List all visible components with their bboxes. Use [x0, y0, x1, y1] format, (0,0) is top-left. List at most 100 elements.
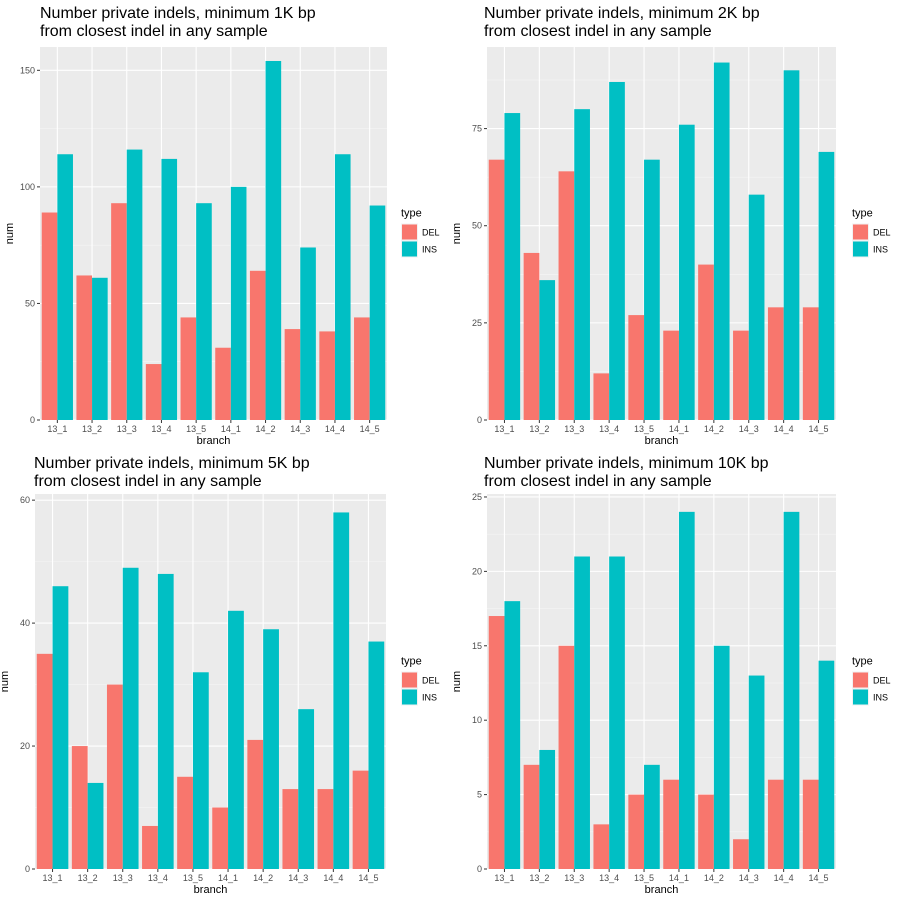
bar-ins-14_2[interactable]	[263, 629, 279, 869]
legend-title: type	[852, 208, 873, 220]
bar-ins-14_1[interactable]	[678, 511, 695, 869]
bar-ins-13_1[interactable]	[504, 601, 521, 869]
bar-del-14_2[interactable]	[698, 794, 714, 869]
bar-del-13_3[interactable]	[111, 203, 127, 420]
bar-del-14_5[interactable]	[802, 779, 819, 869]
bar-del-14_3[interactable]	[733, 839, 749, 869]
x-tick-label: 13_5	[634, 424, 654, 434]
chart-title: Number private indels, minimum 10K bp fro…	[484, 455, 769, 490]
y-tick-label: 75	[472, 124, 482, 134]
bar-ins-14_4[interactable]	[333, 512, 350, 869]
x-tick-label: 13_3	[564, 424, 584, 434]
bar-del-13_4[interactable]	[593, 373, 610, 420]
bar-ins-14_3[interactable]	[748, 194, 765, 420]
bar-ins-13_4[interactable]	[161, 158, 178, 420]
bar-ins-13_4[interactable]	[609, 556, 625, 870]
x-tick-label: 13_4	[148, 873, 168, 883]
x-tick-label: 13_1	[494, 873, 514, 883]
bar-ins-14_1[interactable]	[228, 610, 244, 869]
x-axis-title: branch	[645, 884, 679, 896]
bar-ins-14_4[interactable]	[783, 70, 800, 420]
x-tick-label: 14_5	[358, 873, 378, 883]
bar-ins-13_4[interactable]	[157, 573, 174, 869]
bar-ins-13_3[interactable]	[574, 109, 590, 421]
bar-ins-14_2[interactable]	[265, 60, 282, 421]
bar-del-13_2[interactable]	[523, 764, 540, 869]
bar-del-13_3[interactable]	[558, 645, 575, 869]
bar-ins-13_3[interactable]	[126, 149, 143, 420]
bar-del-13_4[interactable]	[593, 824, 610, 869]
bar-ins-14_5[interactable]	[818, 151, 835, 420]
bar-ins-13_1[interactable]	[52, 586, 69, 869]
bar-ins-13_2[interactable]	[539, 280, 556, 420]
bar-del-14_4[interactable]	[767, 779, 784, 869]
bar-del-13_3[interactable]	[106, 684, 123, 869]
chart-title-line: Number private indels, minimum 2K bp	[484, 5, 760, 22]
bar-del-13_5[interactable]	[628, 315, 645, 420]
bar-del-14_1[interactable]	[663, 779, 679, 869]
bar-del-13_2[interactable]	[76, 275, 93, 420]
chart-title-line: Number private indels, minimum 10K bp	[484, 455, 769, 472]
bar-ins-14_3[interactable]	[300, 247, 316, 420]
bar-ins-13_5[interactable]	[192, 672, 209, 869]
bar-del-13_5[interactable]	[628, 794, 645, 869]
x-axis-title: branch	[197, 435, 231, 447]
bar-del-14_1[interactable]	[212, 807, 229, 869]
bar-del-14_4[interactable]	[319, 331, 335, 420]
y-axis-title: num	[4, 223, 16, 244]
bar-del-13_5[interactable]	[177, 776, 193, 869]
bar-ins-13_2[interactable]	[87, 782, 104, 869]
bar-ins-14_4[interactable]	[334, 154, 351, 421]
bar-del-13_2[interactable]	[71, 746, 88, 869]
bar-ins-14_1[interactable]	[230, 186, 247, 420]
bar-del-14_2[interactable]	[247, 739, 264, 869]
bar-del-14_3[interactable]	[282, 789, 299, 869]
x-tick-label: 14_1	[221, 424, 241, 434]
bar-del-13_3[interactable]	[558, 171, 575, 420]
bar-ins-13_4[interactable]	[609, 81, 625, 420]
bar-ins-13_5[interactable]	[644, 159, 660, 421]
bar-del-14_1[interactable]	[215, 347, 231, 420]
bar-ins-14_3[interactable]	[298, 709, 315, 869]
bar-del-14_2[interactable]	[698, 264, 714, 420]
y-tick-label: 25	[472, 492, 482, 502]
bar-del-14_3[interactable]	[284, 329, 301, 420]
bar-del-14_2[interactable]	[249, 270, 266, 420]
bar-del-14_4[interactable]	[317, 789, 334, 869]
bar-ins-13_1[interactable]	[504, 113, 521, 420]
bar-ins-14_5[interactable]	[368, 641, 385, 869]
bar-ins-13_3[interactable]	[574, 556, 590, 870]
bar-del-14_3[interactable]	[733, 330, 749, 420]
bar-del-13_1[interactable]	[488, 616, 505, 869]
bar-ins-14_2[interactable]	[713, 62, 730, 421]
bar-del-13_1[interactable]	[36, 653, 53, 869]
bar-ins-14_2[interactable]	[713, 645, 730, 869]
bar-ins-13_5[interactable]	[644, 764, 660, 869]
bar-ins-14_5[interactable]	[818, 660, 835, 869]
bar-ins-13_3[interactable]	[122, 567, 139, 869]
bar-del-14_5[interactable]	[352, 770, 369, 869]
bar-del-13_4[interactable]	[142, 825, 158, 869]
bar-ins-14_4[interactable]	[783, 511, 800, 869]
bar-ins-14_5[interactable]	[369, 205, 386, 420]
y-tick-label: 0	[477, 864, 482, 874]
bar-ins-13_2[interactable]	[92, 277, 108, 420]
bar-del-13_4[interactable]	[145, 364, 162, 420]
y-tick-label: 20	[20, 741, 30, 751]
bar-ins-14_1[interactable]	[678, 124, 695, 420]
bar-ins-14_3[interactable]	[748, 675, 765, 869]
bar-ins-13_2[interactable]	[539, 749, 556, 869]
bar-del-13_1[interactable]	[488, 159, 505, 421]
bar-del-14_5[interactable]	[802, 307, 819, 420]
legend-label-del: DEL	[422, 228, 440, 238]
bar-del-14_5[interactable]	[354, 317, 370, 420]
bar-del-14_4[interactable]	[767, 307, 784, 420]
x-tick-label: 14_4	[323, 873, 343, 883]
bar-del-13_2[interactable]	[523, 252, 540, 420]
bar-del-14_1[interactable]	[663, 330, 679, 420]
bar-del-13_1[interactable]	[41, 212, 58, 420]
bar-ins-13_5[interactable]	[196, 203, 212, 420]
bar-ins-13_1[interactable]	[57, 154, 73, 421]
bar-del-13_5[interactable]	[180, 317, 197, 420]
